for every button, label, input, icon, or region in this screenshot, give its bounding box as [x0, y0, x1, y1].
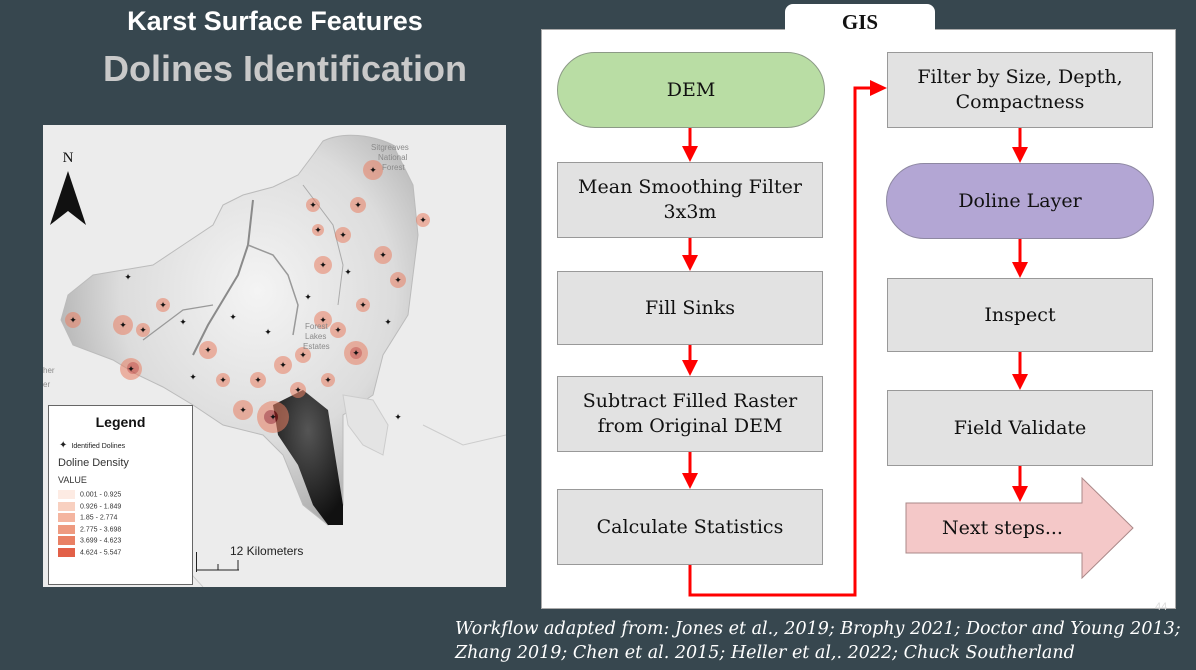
place-label: Sitgreaves	[371, 143, 409, 152]
legend-class-label: 1.85 - 2.774	[80, 514, 118, 522]
place-label: National	[378, 153, 408, 162]
legend-density-label: Doline Density	[58, 457, 129, 469]
legend-swatch	[58, 536, 75, 545]
workflow-credit: Workflow adapted from: Jones et al., 201…	[455, 617, 1195, 665]
slide-subtitle: Dolines Identification	[102, 48, 468, 89]
legend-swatch	[58, 513, 75, 522]
legend-class-label: 4.624 - 5.547	[80, 548, 122, 556]
legend-swatch	[58, 524, 75, 534]
legend-class-row: 3.699 - 4.623	[58, 536, 121, 546]
svg-text:✦: ✦	[124, 272, 132, 282]
svg-text:✦: ✦	[294, 385, 302, 395]
svg-text:✦: ✦	[339, 230, 347, 240]
legend-class-label: 2.775 - 3.698	[80, 525, 122, 533]
place-label: Estates	[303, 342, 330, 351]
north-arrow: N	[48, 150, 88, 234]
svg-text:✦: ✦	[69, 315, 77, 325]
next-steps-label: Next steps...	[942, 517, 1063, 539]
legend-class-row: 2.775 - 3.698	[58, 524, 122, 535]
slide-title: Karst Surface Features	[127, 6, 423, 36]
svg-text:✦: ✦	[189, 372, 197, 382]
credit-line-2: Zhang 2019; Chen et al. 2015; Heller et …	[455, 643, 1075, 663]
doline-density-map: ✦ ✦ ✦ ✦ ✦ ✦ ✦ ✦ ✦ ✦ ✦ ✦ ✦ ✦ ✦ ✦ ✦ ✦ ✦ ✦ ✦ ✦ ✦ ✦ ✦ ✦ ✦ ✦ ✦ ✦ …	[43, 125, 506, 587]
legend-dolines: ✦ Identified Dolines	[59, 440, 125, 451]
legend-swatch	[58, 547, 75, 557]
north-arrow-icon	[50, 171, 86, 225]
scale-bar	[196, 552, 239, 572]
mean-smoothing-step: Mean Smoothing Filter 3x3m	[557, 162, 823, 238]
inspect-step: Inspect	[887, 278, 1153, 352]
svg-text:✦: ✦	[304, 292, 312, 302]
svg-text:✦: ✦	[394, 412, 402, 422]
svg-text:✦: ✦	[139, 325, 147, 335]
legend-class-row: 4.624 - 5.547	[58, 547, 122, 558]
doline-layer-output: Doline Layer	[886, 163, 1154, 239]
legend-dolines-label: Identified Dolines	[71, 443, 126, 450]
svg-text:✦: ✦	[264, 327, 272, 337]
subtract-raster-step: Subtract Filled Raster from Original DEM	[557, 376, 823, 452]
svg-text:✦: ✦	[394, 275, 402, 285]
svg-text:✦: ✦	[309, 200, 317, 210]
place-label: Forest	[382, 163, 405, 172]
svg-text:✦: ✦	[369, 165, 377, 175]
scale-label: 12 Kilometers	[230, 544, 304, 558]
svg-text:✦: ✦	[379, 250, 387, 260]
place-label: Lakes	[305, 332, 326, 341]
doline-marker-icon: ✦	[59, 440, 68, 451]
svg-text:✦: ✦	[352, 348, 360, 358]
svg-text:✦: ✦	[127, 364, 135, 374]
filter-step: Filter by Size, Depth, Compactness	[887, 52, 1153, 128]
legend-class-row: 0.001 - 0.925	[58, 490, 121, 500]
svg-text:✦: ✦	[219, 375, 227, 385]
svg-text:✦: ✦	[119, 320, 127, 330]
svg-text:✦: ✦	[204, 345, 212, 355]
field-validate-step: Field Validate	[887, 390, 1153, 466]
svg-text:✦: ✦	[229, 312, 237, 322]
fill-sinks-step: Fill Sinks	[557, 271, 823, 345]
svg-text:✦: ✦	[334, 325, 342, 335]
legend-class-label: 0.001 - 0.925	[80, 491, 122, 499]
page-number: 44	[1155, 601, 1168, 613]
svg-text:✦: ✦	[359, 300, 367, 310]
svg-text:✦: ✦	[239, 405, 247, 415]
next-steps-arrow: Next steps...	[905, 477, 1135, 579]
svg-text:✦: ✦	[279, 360, 287, 370]
credit-line-1: Workflow adapted from: Jones et al., 201…	[455, 619, 1181, 639]
svg-text:✦: ✦	[419, 215, 427, 225]
svg-text:✦: ✦	[299, 350, 307, 360]
svg-text:✦: ✦	[324, 375, 332, 385]
place-label: er	[43, 380, 50, 389]
legend-class-row: 0.926 - 1.849	[58, 501, 122, 512]
calculate-statistics-step: Calculate Statistics	[557, 489, 823, 565]
legend-class-row: 1.85 - 2.774	[58, 513, 117, 523]
legend-swatch	[58, 501, 75, 511]
gis-tab: GIS	[785, 4, 935, 34]
legend-swatch	[58, 490, 75, 499]
legend-value-label: VALUE	[58, 475, 87, 485]
dem-step: DEM	[557, 52, 825, 128]
place-label: her	[43, 366, 55, 375]
north-label: N	[62, 150, 74, 166]
legend-title: Legend	[95, 414, 146, 430]
place-label: Forest	[305, 322, 328, 331]
svg-text:✦: ✦	[319, 260, 327, 270]
map-legend: Legend ✦ Identified Dolines Doline Densit…	[48, 405, 193, 585]
svg-text:✦: ✦	[384, 317, 392, 327]
svg-text:✦: ✦	[319, 315, 327, 325]
legend-class-label: 0.926 - 1.849	[80, 502, 122, 510]
svg-text:✦: ✦	[159, 300, 167, 310]
svg-text:✦: ✦	[254, 375, 262, 385]
svg-text:✦: ✦	[354, 200, 362, 210]
svg-text:✦: ✦	[179, 317, 187, 327]
legend-class-label: 3.699 - 4.623	[80, 537, 122, 545]
svg-text:✦: ✦	[344, 267, 352, 277]
svg-text:✦: ✦	[314, 225, 322, 235]
svg-text:✦: ✦	[269, 412, 277, 422]
